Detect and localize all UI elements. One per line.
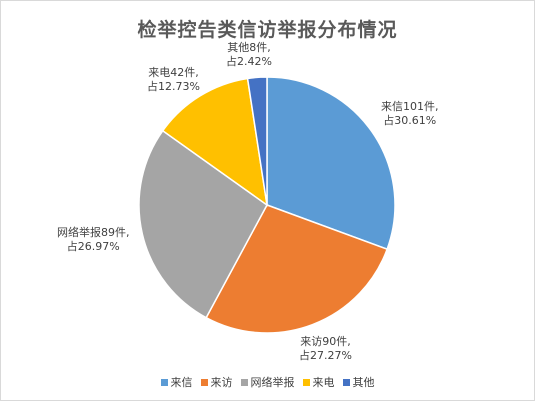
legend-item-laixin: 来信 <box>160 374 193 390</box>
slice-label-laixin: 来信101件, 占30.61% <box>381 100 439 127</box>
legend-label: 其他 <box>352 376 375 389</box>
slice-label-qita: 其他8件, 占2.42% <box>226 41 272 68</box>
pie-slice-wangluo <box>138 129 268 319</box>
legend-swatch <box>240 378 248 386</box>
pie-slice-laixin <box>266 76 396 251</box>
legend: 来信 来访 网络举报 来电 其他 <box>1 374 534 390</box>
legend-item-laifang: 来访 <box>200 374 233 390</box>
pie-slice-laifang <box>205 204 389 334</box>
pie-slice-laidian <box>161 77 269 207</box>
legend-swatch <box>302 378 310 386</box>
slice-label-laidian: 来电42件, 占12.73% <box>147 66 200 93</box>
slice-label-wangluo: 网络举报89件, 占26.97% <box>57 226 130 253</box>
legend-swatch <box>200 378 208 386</box>
chart-title: 检举控告类信访举报分布情况 <box>137 19 398 41</box>
pie-slice-qita <box>246 76 268 206</box>
legend-item-qita: 其他 <box>342 374 375 390</box>
legend-item-laidian: 来电 <box>302 374 335 390</box>
legend-swatch <box>342 378 350 386</box>
legend-item-wangluo: 网络举报 <box>240 374 295 390</box>
legend-label: 网络举报 <box>250 376 295 389</box>
legend-swatch <box>160 378 168 386</box>
legend-label: 来访 <box>210 376 233 389</box>
legend-label: 来电 <box>312 376 335 389</box>
slice-label-laifang: 来访90件, 占27.27% <box>299 335 352 362</box>
legend-label: 来信 <box>170 376 193 389</box>
